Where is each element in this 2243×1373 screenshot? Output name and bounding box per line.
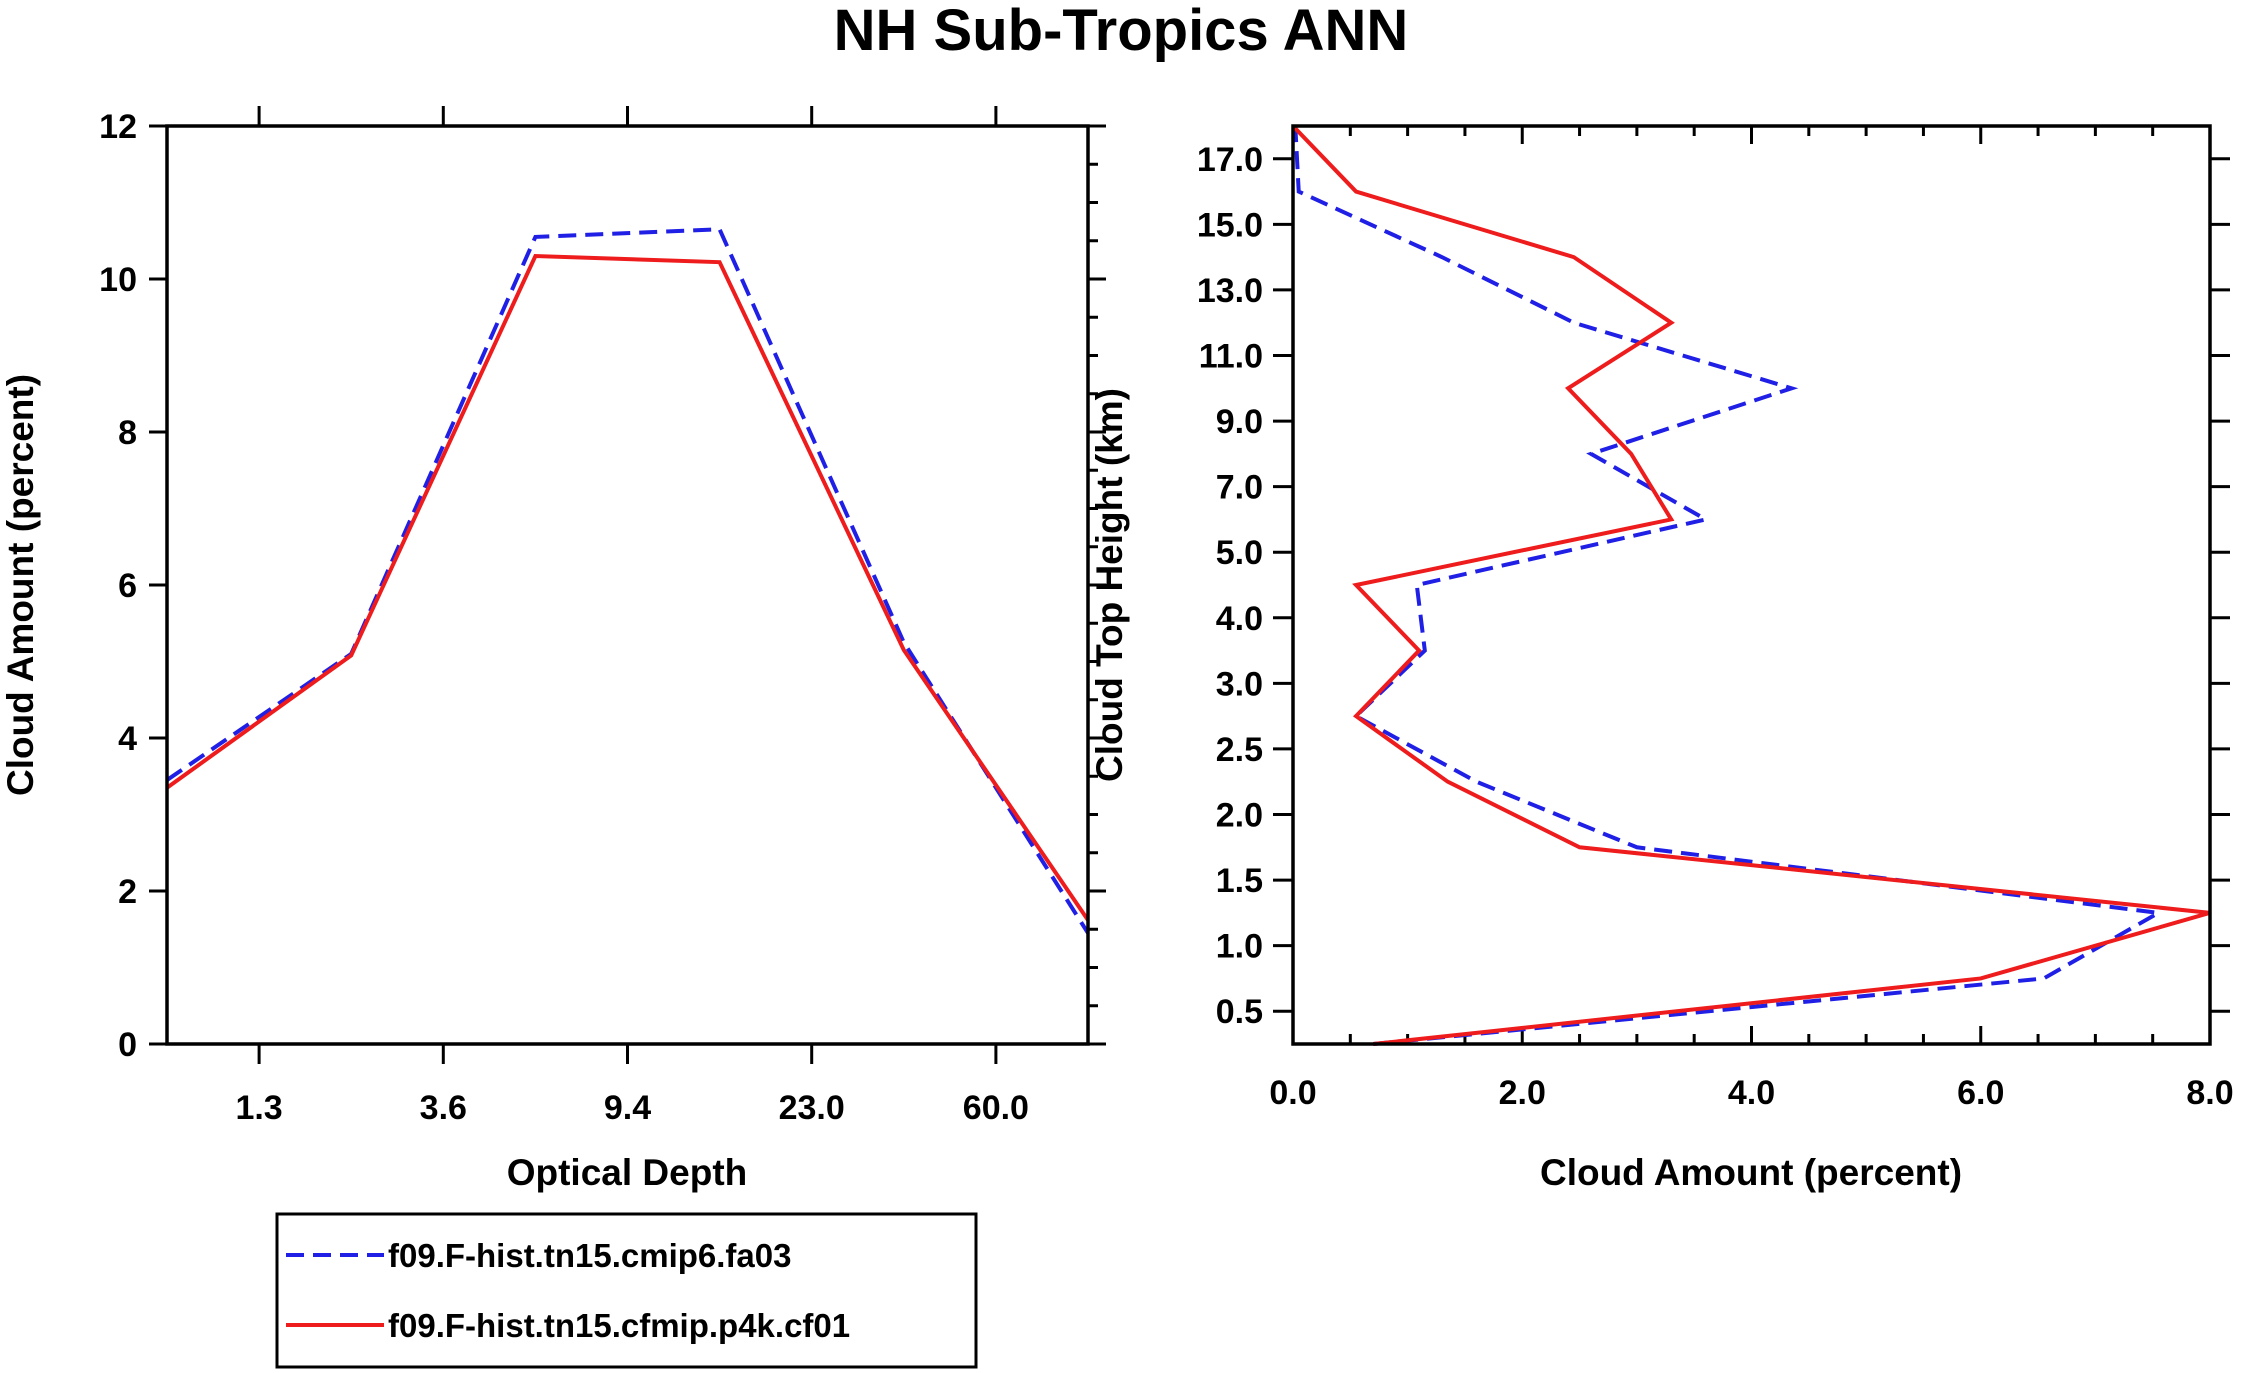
right-y-axis-label: Cloud Top Height (km): [1089, 388, 1130, 782]
legend-box: [275, 1212, 978, 1369]
right-series-line-0: [1293, 125, 2165, 1046]
right-y-tick-label: 17.0: [1197, 141, 1263, 179]
left-series-group: [165, 227, 1090, 935]
right-y-tick-label: 1.0: [1216, 928, 1263, 966]
right-ticks: 0.5 1.0 1.5 2.0 2.5 3.0 4.0 5.0 7.0 9.0 11.0 13.0 15…: [1197, 126, 2234, 1112]
chart-title: NH Sub-Tropics ANN: [834, 0, 1409, 63]
right-x-tick-label: 6.0: [1957, 1074, 2004, 1112]
cloud-top-height-panel: 0.5 1.0 1.5 2.0 2.5 3.0 4.0 5.0 7.0 9.0 11.0 13.0 15…: [1089, 124, 2234, 1193]
right-y-tick-label: 3.0: [1216, 665, 1263, 703]
right-y-tick-label: 2.5: [1216, 731, 1263, 769]
left-y-tick-label: 12: [99, 108, 137, 146]
left-x-tick-label: 3.6: [420, 1089, 467, 1127]
right-y-tick-label: 5.0: [1216, 534, 1263, 572]
left-y-tick-label: 6: [118, 567, 137, 605]
left-y-tick-label: 2: [118, 873, 137, 911]
legend-label-1: f09.F-hist.tn15.cfmip.p4k.cf01: [388, 1307, 850, 1344]
left-x-axis-label: Optical Depth: [507, 1152, 748, 1193]
right-plot-frame: [1291, 124, 2212, 1046]
legend-label-0: f09.F-hist.tn15.cmip6.fa03: [388, 1237, 791, 1274]
left-x-tick-label: 1.3: [235, 1089, 282, 1127]
right-y-tick-label: 4.0: [1216, 600, 1263, 638]
right-x-tick-label: 2.0: [1499, 1074, 1546, 1112]
right-x-tick-label: 4.0: [1728, 1074, 1775, 1112]
left-y-tick-label: 4: [118, 720, 137, 758]
legend: f09.F-hist.tn15.cmip6.fa03 f09.F-hist.tn…: [275, 1212, 978, 1369]
right-series-group: [1291, 124, 2211, 1046]
left-y-tick-label: 0: [118, 1026, 137, 1064]
optical-depth-panel: 0 2 4 6 8 10 12 1.3 3.6 9.4 23.0 60.0 Optical Depth…: [0, 106, 1106, 1193]
left-series-line-1: [165, 254, 1090, 922]
left-x-tick-label: 60.0: [963, 1089, 1029, 1127]
right-x-axis-label: Cloud Amount (percent): [1540, 1152, 1962, 1193]
right-y-tick-label: 15.0: [1197, 206, 1263, 244]
right-y-tick-label: 7.0: [1216, 469, 1263, 507]
left-x-tick-label: 23.0: [779, 1089, 845, 1127]
left-series-line-0: [165, 227, 1090, 935]
right-y-tick-label: 11.0: [1199, 338, 1263, 376]
right-y-tick-label: 2.0: [1216, 797, 1263, 835]
left-y-tick-label: 8: [118, 414, 137, 452]
right-y-tick-label: 0.5: [1216, 993, 1263, 1031]
left-plot-frame: [165, 124, 1090, 1046]
right-x-tick-label: 0.0: [1269, 1074, 1316, 1112]
left-y-axis-label: Cloud Amount (percent): [0, 374, 41, 796]
right-series-line-1: [1291, 124, 2211, 1046]
right-x-tick-label: 8.0: [2186, 1074, 2233, 1112]
left-x-tick-label: 9.4: [604, 1089, 651, 1127]
right-y-tick-label: 13.0: [1197, 272, 1263, 310]
right-y-tick-label: 1.5: [1216, 862, 1263, 900]
right-y-tick-label: 9.0: [1216, 403, 1263, 441]
left-y-tick-label: 10: [99, 261, 137, 299]
